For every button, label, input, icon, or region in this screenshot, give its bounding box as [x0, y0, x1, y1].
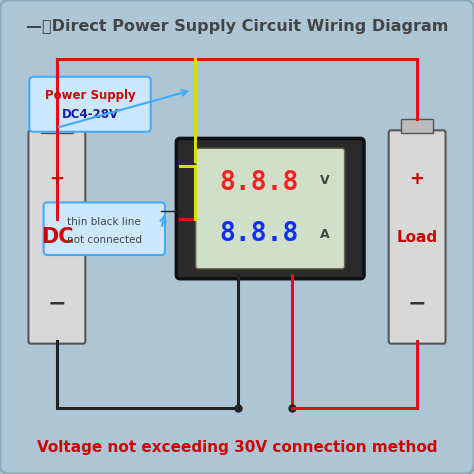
FancyBboxPatch shape [176, 138, 364, 279]
Text: DC4-28V: DC4-28V [62, 108, 118, 121]
FancyBboxPatch shape [28, 130, 85, 344]
Text: +: + [49, 170, 64, 188]
FancyBboxPatch shape [389, 130, 446, 344]
FancyBboxPatch shape [41, 118, 73, 133]
Text: thin black line: thin black line [67, 217, 141, 227]
Text: −: − [408, 294, 427, 314]
FancyBboxPatch shape [196, 148, 345, 269]
FancyBboxPatch shape [29, 77, 151, 132]
Text: 8.8.8: 8.8.8 [219, 170, 298, 196]
FancyBboxPatch shape [401, 118, 433, 133]
Text: −: − [47, 294, 66, 314]
Text: +: + [410, 170, 425, 188]
Text: —、Direct Power Supply Circuit Wiring Diagram: —、Direct Power Supply Circuit Wiring Dia… [26, 18, 448, 34]
Text: Load: Load [397, 229, 438, 245]
Text: Voltage not exceeding 30V connection method: Voltage not exceeding 30V connection met… [37, 440, 437, 456]
Text: DC: DC [41, 227, 73, 247]
Text: 8.8.8: 8.8.8 [219, 221, 298, 247]
Text: not connected: not connected [67, 235, 142, 245]
FancyBboxPatch shape [44, 202, 165, 255]
Text: V: V [320, 174, 330, 187]
Text: Power Supply: Power Supply [45, 89, 136, 102]
Text: A: A [320, 228, 330, 240]
